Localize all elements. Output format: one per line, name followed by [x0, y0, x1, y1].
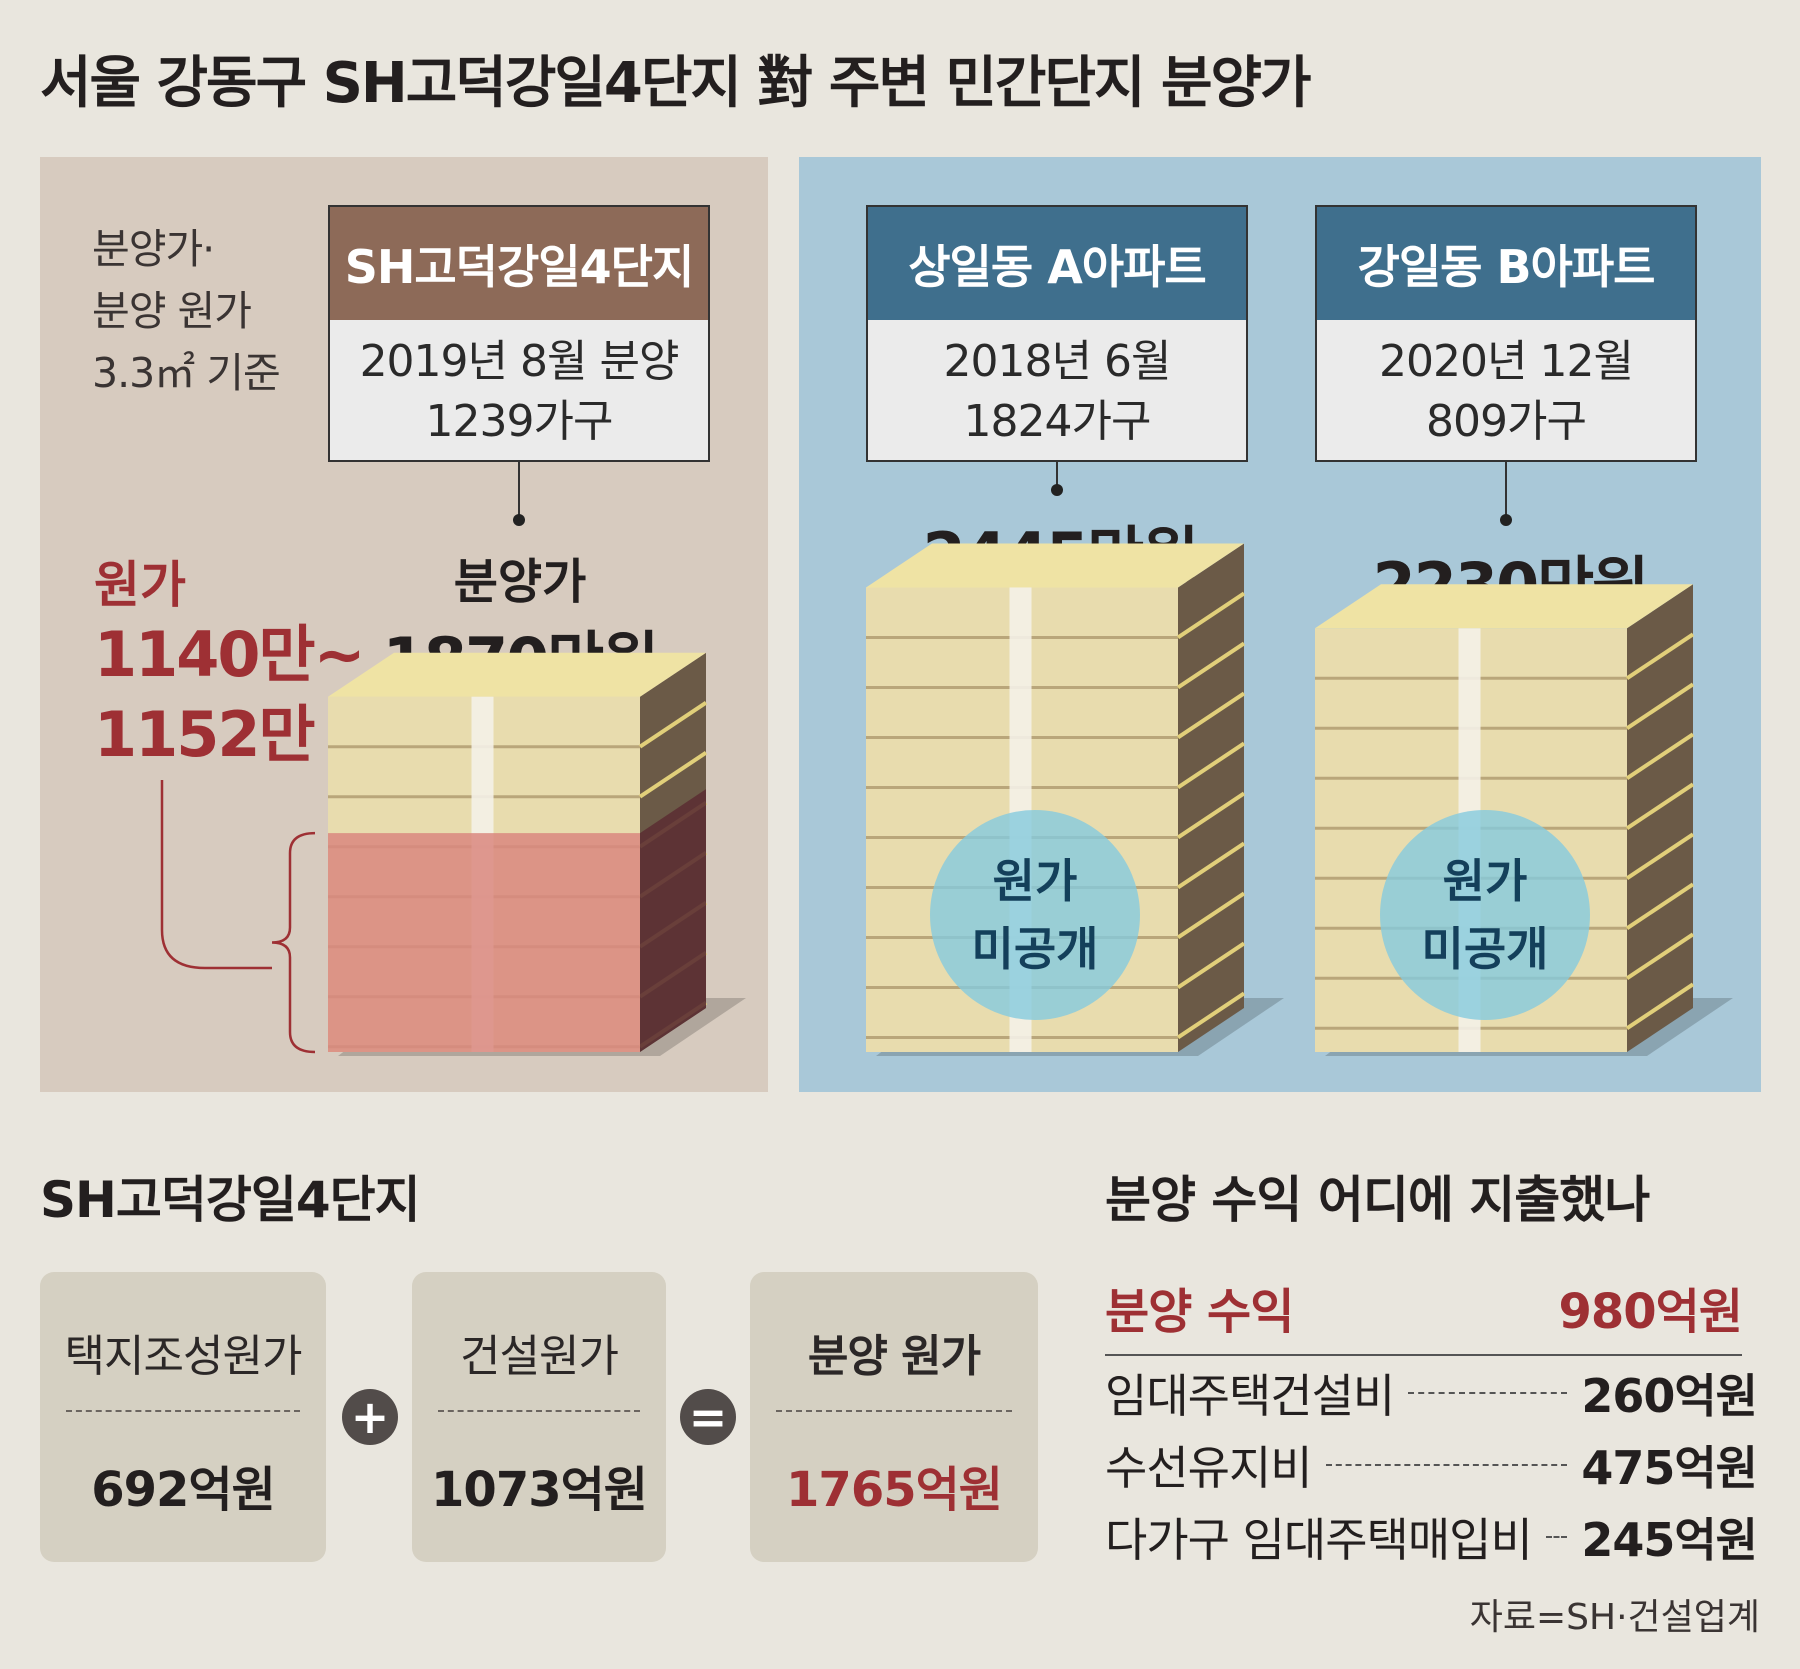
breakdown-item-label: 분양 원가 — [807, 1331, 981, 1382]
expenditure-row: 임대주택건설비 260억원 — [1105, 1360, 1758, 1426]
page-title: 서울 강동구 SH고덕강일4단지 對 주변 민간단지 분양가 — [40, 51, 1312, 116]
complex-card-header: 상일동 A아파트 — [868, 207, 1246, 320]
breakdown-item-label: 택지조성원가 — [64, 1331, 303, 1382]
bundle-edge — [1176, 641, 1246, 690]
bundle-edge — [1625, 632, 1695, 680]
bundle-edge — [1176, 591, 1246, 640]
complex-card-date: 2018년 6월 — [943, 336, 1172, 387]
basis-note: 분양가· 분양 원가 3.3㎡ 기준 — [92, 218, 281, 404]
connector-dot — [1051, 484, 1063, 496]
bundle-edge — [1625, 882, 1695, 930]
complex-card-b: 강일동 B아파트 2020년 12월 809가구 — [1315, 205, 1697, 462]
stack-side — [1627, 584, 1693, 1052]
sale-price-caption: 분양가 — [453, 554, 587, 610]
breakdown-item-value: 692억원 — [91, 1462, 276, 1518]
expenditure-label: 임대주택건설비 — [1105, 1369, 1395, 1423]
dashed-divider — [66, 1410, 300, 1412]
complex-card-households: 1239가구 — [425, 396, 614, 447]
cost-undisclosed-badge-a: 원가 미공개 — [930, 810, 1140, 1020]
breakdown-item-label: 건설원가 — [460, 1331, 619, 1382]
complex-card-households: 1824가구 — [963, 396, 1152, 447]
undisclosed-line: 원가 — [992, 854, 1078, 908]
cost-leader-line — [160, 780, 272, 970]
stack-top — [328, 652, 706, 697]
expenditure-row: 다가구 임대주택매입비 245억원 — [1105, 1504, 1758, 1570]
dashed-divider — [438, 1410, 640, 1412]
connector-line — [1505, 462, 1507, 518]
connector-line — [1056, 462, 1058, 488]
dotted-leader — [1325, 1464, 1568, 1466]
cost-undisclosed-badge-b: 원가 미공개 — [1380, 810, 1590, 1020]
bundle-edge — [1625, 682, 1695, 730]
bundle-edge — [638, 751, 708, 799]
breakdown-box-total: 분양 원가 1765억원 — [750, 1272, 1038, 1562]
expenditure-total-label: 분양 수익 — [1105, 1284, 1294, 1340]
complex-card-header: SH고덕강일4단지 — [330, 207, 708, 320]
breakdown-item-value: 1073억원 — [431, 1462, 648, 1518]
stack-top — [866, 543, 1244, 588]
bundle-edge — [1176, 941, 1246, 990]
complex-card-sh: SH고덕강일4단지 2019년 8월 분양 1239가구 — [328, 205, 710, 462]
expenditure-value: 245억원 — [1581, 1513, 1758, 1567]
stack-top — [1315, 584, 1693, 629]
basis-note-line: 분양 원가 — [92, 287, 252, 335]
expenditure-row: 수선유지비 475억원 — [1105, 1432, 1758, 1498]
cost-range: 1140만~ 1152만 — [94, 615, 366, 775]
cost-brace — [271, 831, 316, 1054]
bundle-edge — [1625, 732, 1695, 780]
undisclosed-line: 미공개 — [1421, 922, 1549, 976]
bundle-edge — [1625, 832, 1695, 880]
complex-card-date: 2019년 8월 분양 — [359, 336, 680, 387]
bundle-edge — [1176, 691, 1246, 740]
complex-card-body: 2019년 8월 분양 1239가구 — [330, 320, 708, 460]
connector-dot — [513, 514, 525, 526]
bundle-edge — [1176, 891, 1246, 940]
dashed-divider — [776, 1410, 1012, 1412]
basis-note-line: 분양가· — [92, 225, 215, 273]
undisclosed-line: 원가 — [1442, 854, 1528, 908]
expenditure-total-row: 분양 수익 980억원 — [1105, 1272, 1743, 1356]
breakdown-box-construction: 건설원가 1073억원 — [412, 1272, 666, 1562]
bundle-edge — [1625, 932, 1695, 980]
connector-dot — [1500, 514, 1512, 526]
dotted-leader — [1408, 1392, 1568, 1394]
cost-portion — [328, 833, 640, 1052]
bundle-edge — [1176, 991, 1246, 1040]
bundle-edge — [1176, 791, 1246, 840]
basis-note-line: 3.3㎡ 기준 — [92, 349, 281, 397]
expenditure-title: 분양 수익 어디에 지출했나 — [1105, 1171, 1650, 1229]
source-credit: 자료=SH·건설업계 — [1469, 1597, 1760, 1638]
expenditure-label: 다가구 임대주택매입비 — [1105, 1513, 1533, 1567]
breakdown-title: SH고덕강일4단지 — [40, 1171, 421, 1229]
bundle-edge — [1625, 982, 1695, 1030]
cost-range-line: 1140만~ — [94, 618, 366, 691]
undisclosed-line: 미공개 — [971, 922, 1099, 976]
plus-icon: + — [342, 1389, 398, 1445]
expenditure-label: 수선유지비 — [1105, 1441, 1313, 1495]
complex-card-households: 809가구 — [1426, 396, 1587, 447]
cost-range-line: 1152만 — [94, 698, 316, 771]
breakdown-item-value: 1765억원 — [786, 1462, 1003, 1518]
cost-caption: 원가 — [94, 556, 186, 614]
bundle-edge — [1176, 741, 1246, 790]
equals-icon: = — [680, 1389, 736, 1445]
breakdown-box-land: 택지조성원가 692억원 — [40, 1272, 326, 1562]
expenditure-value: 475억원 — [1581, 1441, 1758, 1495]
bundle-edge — [638, 701, 708, 749]
cost-portion-side — [640, 789, 706, 1052]
expenditure-value: 260억원 — [1581, 1369, 1758, 1423]
complex-card-body: 2020년 12월 809가구 — [1317, 320, 1695, 460]
bundle-edge — [1176, 841, 1246, 890]
dotted-leader — [1545, 1536, 1568, 1538]
connector-line — [518, 462, 520, 518]
bundle-edge — [1625, 782, 1695, 830]
complex-card-header: 강일동 B아파트 — [1317, 207, 1695, 320]
expenditure-total-value: 980억원 — [1558, 1284, 1743, 1340]
complex-card-a: 상일동 A아파트 2018년 6월 1824가구 — [866, 205, 1248, 462]
complex-card-date: 2020년 12월 — [1379, 336, 1634, 387]
complex-card-body: 2018년 6월 1824가구 — [868, 320, 1246, 460]
